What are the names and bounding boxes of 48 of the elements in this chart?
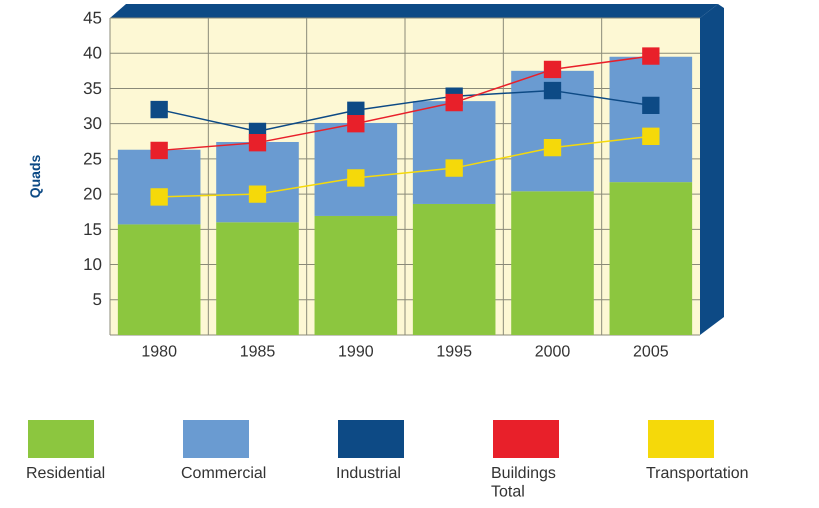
point — [248, 185, 266, 203]
point — [347, 169, 364, 187]
bar — [610, 182, 692, 335]
x-tick-label: 2005 — [633, 343, 669, 360]
point — [248, 134, 266, 152]
legend-label: Commercial — [181, 465, 266, 482]
x-tick-label: 1995 — [436, 343, 472, 360]
x-tick-label: 1985 — [240, 343, 276, 360]
legend-label: Residential — [26, 465, 106, 482]
bar — [511, 70, 594, 192]
bar — [118, 224, 200, 335]
y-tick-label: 45 — [83, 8, 102, 28]
y-tick-label: 15 — [83, 220, 102, 239]
bar — [118, 150, 200, 224]
x-tick-label: 2000 — [534, 343, 570, 360]
bar — [314, 216, 398, 335]
point — [544, 60, 562, 78]
y-tick-label: 25 — [83, 149, 102, 168]
bar — [610, 56, 692, 182]
y-axis-title: Quads — [27, 154, 43, 198]
bar — [511, 191, 594, 335]
x-tick-label: 1980 — [141, 343, 178, 360]
bar — [216, 222, 299, 335]
bar — [216, 142, 299, 222]
y-tick-label: 30 — [83, 114, 102, 134]
point — [544, 82, 562, 100]
point — [150, 142, 168, 160]
y-tick-label: 10 — [83, 254, 102, 274]
bar — [314, 122, 398, 216]
point — [150, 100, 168, 118]
x-tick-label: 1990 — [338, 343, 374, 360]
point — [347, 115, 364, 132]
legend-label: Industrial — [336, 465, 401, 482]
bar — [412, 204, 496, 335]
y-tick-label: 40 — [83, 44, 102, 63]
legend-label: Buildings Total — [491, 465, 556, 500]
legend-label: Transportation — [646, 465, 749, 482]
point — [150, 188, 168, 206]
point — [642, 47, 660, 65]
point — [642, 96, 660, 114]
bar — [412, 101, 496, 204]
point — [642, 128, 660, 146]
y-tick-label: 20 — [83, 184, 102, 204]
point — [446, 159, 463, 177]
y-tick-label: 5 — [92, 290, 102, 310]
y-tick-label: 35 — [83, 78, 102, 98]
point — [446, 94, 463, 112]
point — [544, 138, 562, 156]
